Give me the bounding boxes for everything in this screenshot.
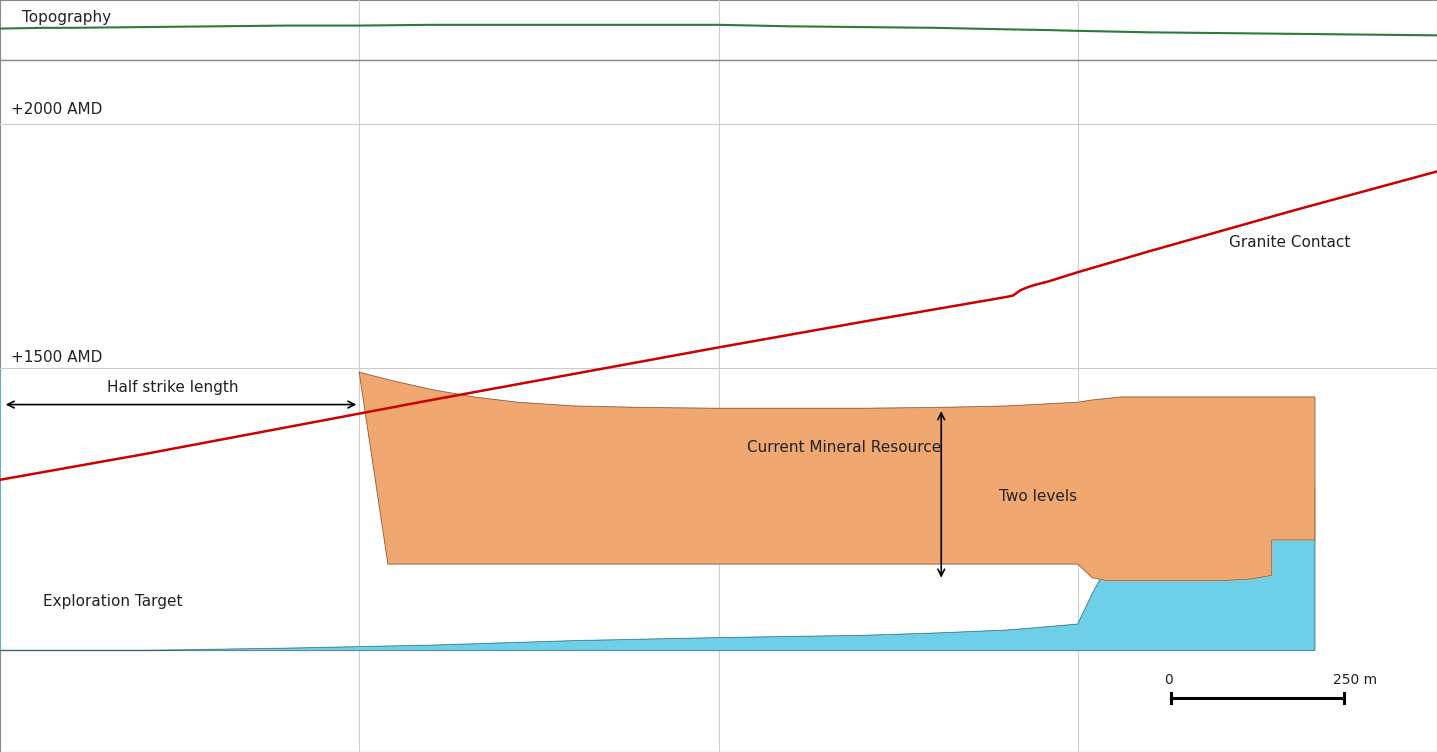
Text: +1500 AMD: +1500 AMD xyxy=(11,350,103,365)
Text: Granite Contact: Granite Contact xyxy=(1229,235,1349,250)
Text: Two levels: Two levels xyxy=(999,489,1076,504)
Text: +2000 AMD: +2000 AMD xyxy=(11,102,103,117)
Text: Exploration Target: Exploration Target xyxy=(43,594,182,609)
Polygon shape xyxy=(359,372,1315,581)
Text: 0: 0 xyxy=(1164,672,1173,687)
Text: Current Mineral Resource: Current Mineral Resource xyxy=(747,440,941,455)
Text: Topography: Topography xyxy=(22,10,111,25)
Text: 250 m: 250 m xyxy=(1334,672,1377,687)
Text: Half strike length: Half strike length xyxy=(106,380,239,395)
Polygon shape xyxy=(0,372,1315,650)
